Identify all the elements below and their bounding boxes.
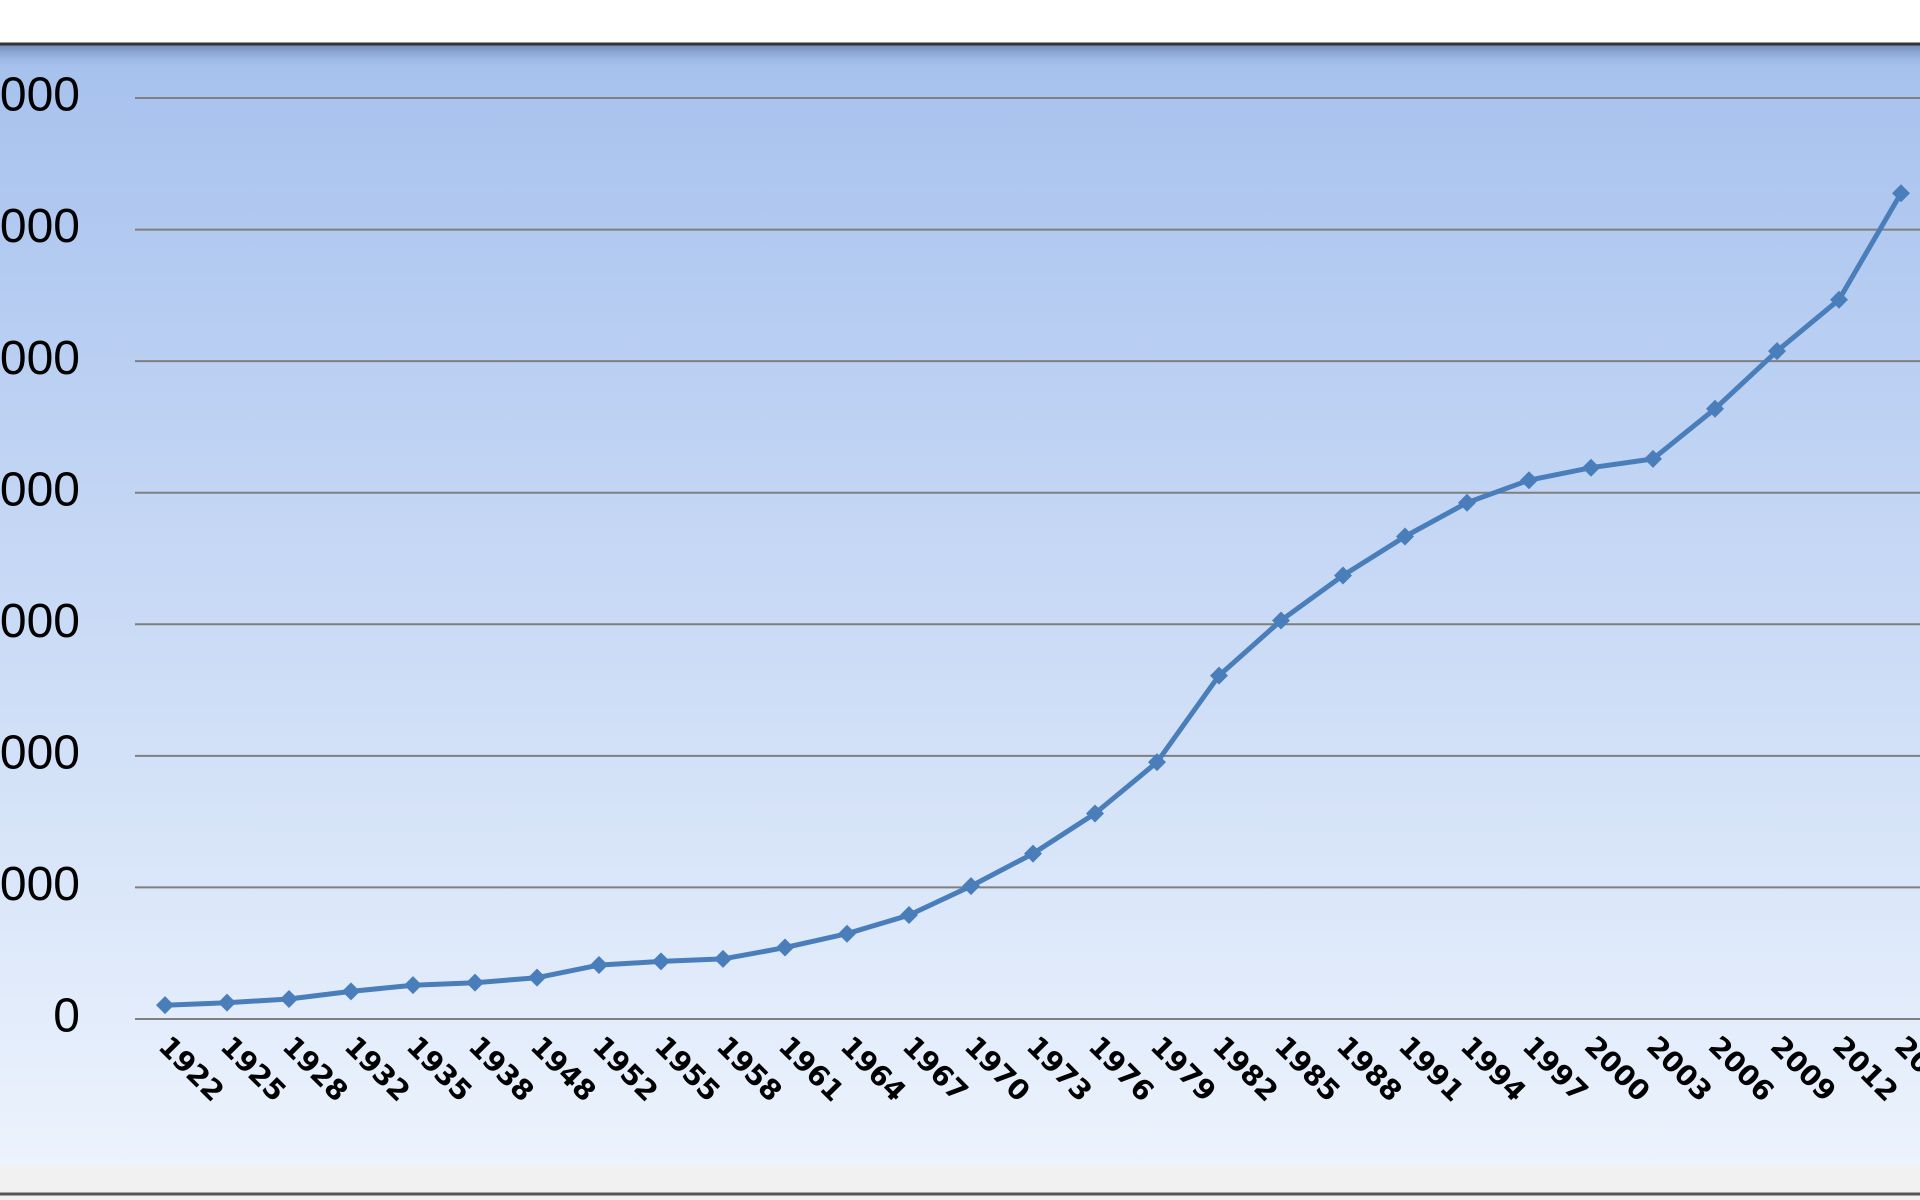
data-marker [1334, 566, 1352, 585]
data-marker [466, 973, 484, 992]
data-marker [1458, 493, 1476, 512]
data-marker [776, 938, 794, 957]
y-tick-label: 2000 [0, 727, 80, 780]
data-marker [1582, 458, 1600, 477]
data-marker [1830, 290, 1848, 309]
data-marker [1892, 184, 1910, 203]
data-marker [280, 990, 298, 1009]
data-marker [962, 877, 980, 896]
data-marker [218, 993, 236, 1012]
data-marker [156, 996, 174, 1015]
data-marker [652, 952, 670, 971]
y-tick-label: 1000 [0, 858, 80, 911]
y-tick-label: 7000 [0, 69, 80, 122]
data-marker [1706, 399, 1724, 418]
panel-shade [0, 44, 1920, 70]
plot-background [0, 44, 1920, 1166]
data-marker [900, 906, 918, 925]
data-marker [838, 924, 856, 943]
y-tick-label: 3000 [0, 595, 80, 648]
data-marker [404, 976, 422, 995]
data-marker [1520, 471, 1538, 490]
data-marker [1768, 342, 1786, 361]
y-tick-label: 6000 [0, 200, 80, 253]
data-marker [342, 982, 360, 1001]
data-marker [1210, 666, 1228, 685]
y-tick-label: 5000 [0, 332, 80, 385]
data-marker [1396, 527, 1414, 546]
data-marker [1024, 844, 1042, 863]
y-tick-label: 4000 [0, 463, 80, 516]
data-marker [1086, 804, 1104, 823]
data-marker [714, 949, 732, 968]
data-marker [1644, 449, 1662, 468]
y-tick-label: 0 [53, 990, 80, 1043]
data-marker [1148, 753, 1166, 772]
data-marker [1272, 611, 1290, 630]
data-marker [528, 968, 546, 987]
data-marker [590, 956, 608, 975]
